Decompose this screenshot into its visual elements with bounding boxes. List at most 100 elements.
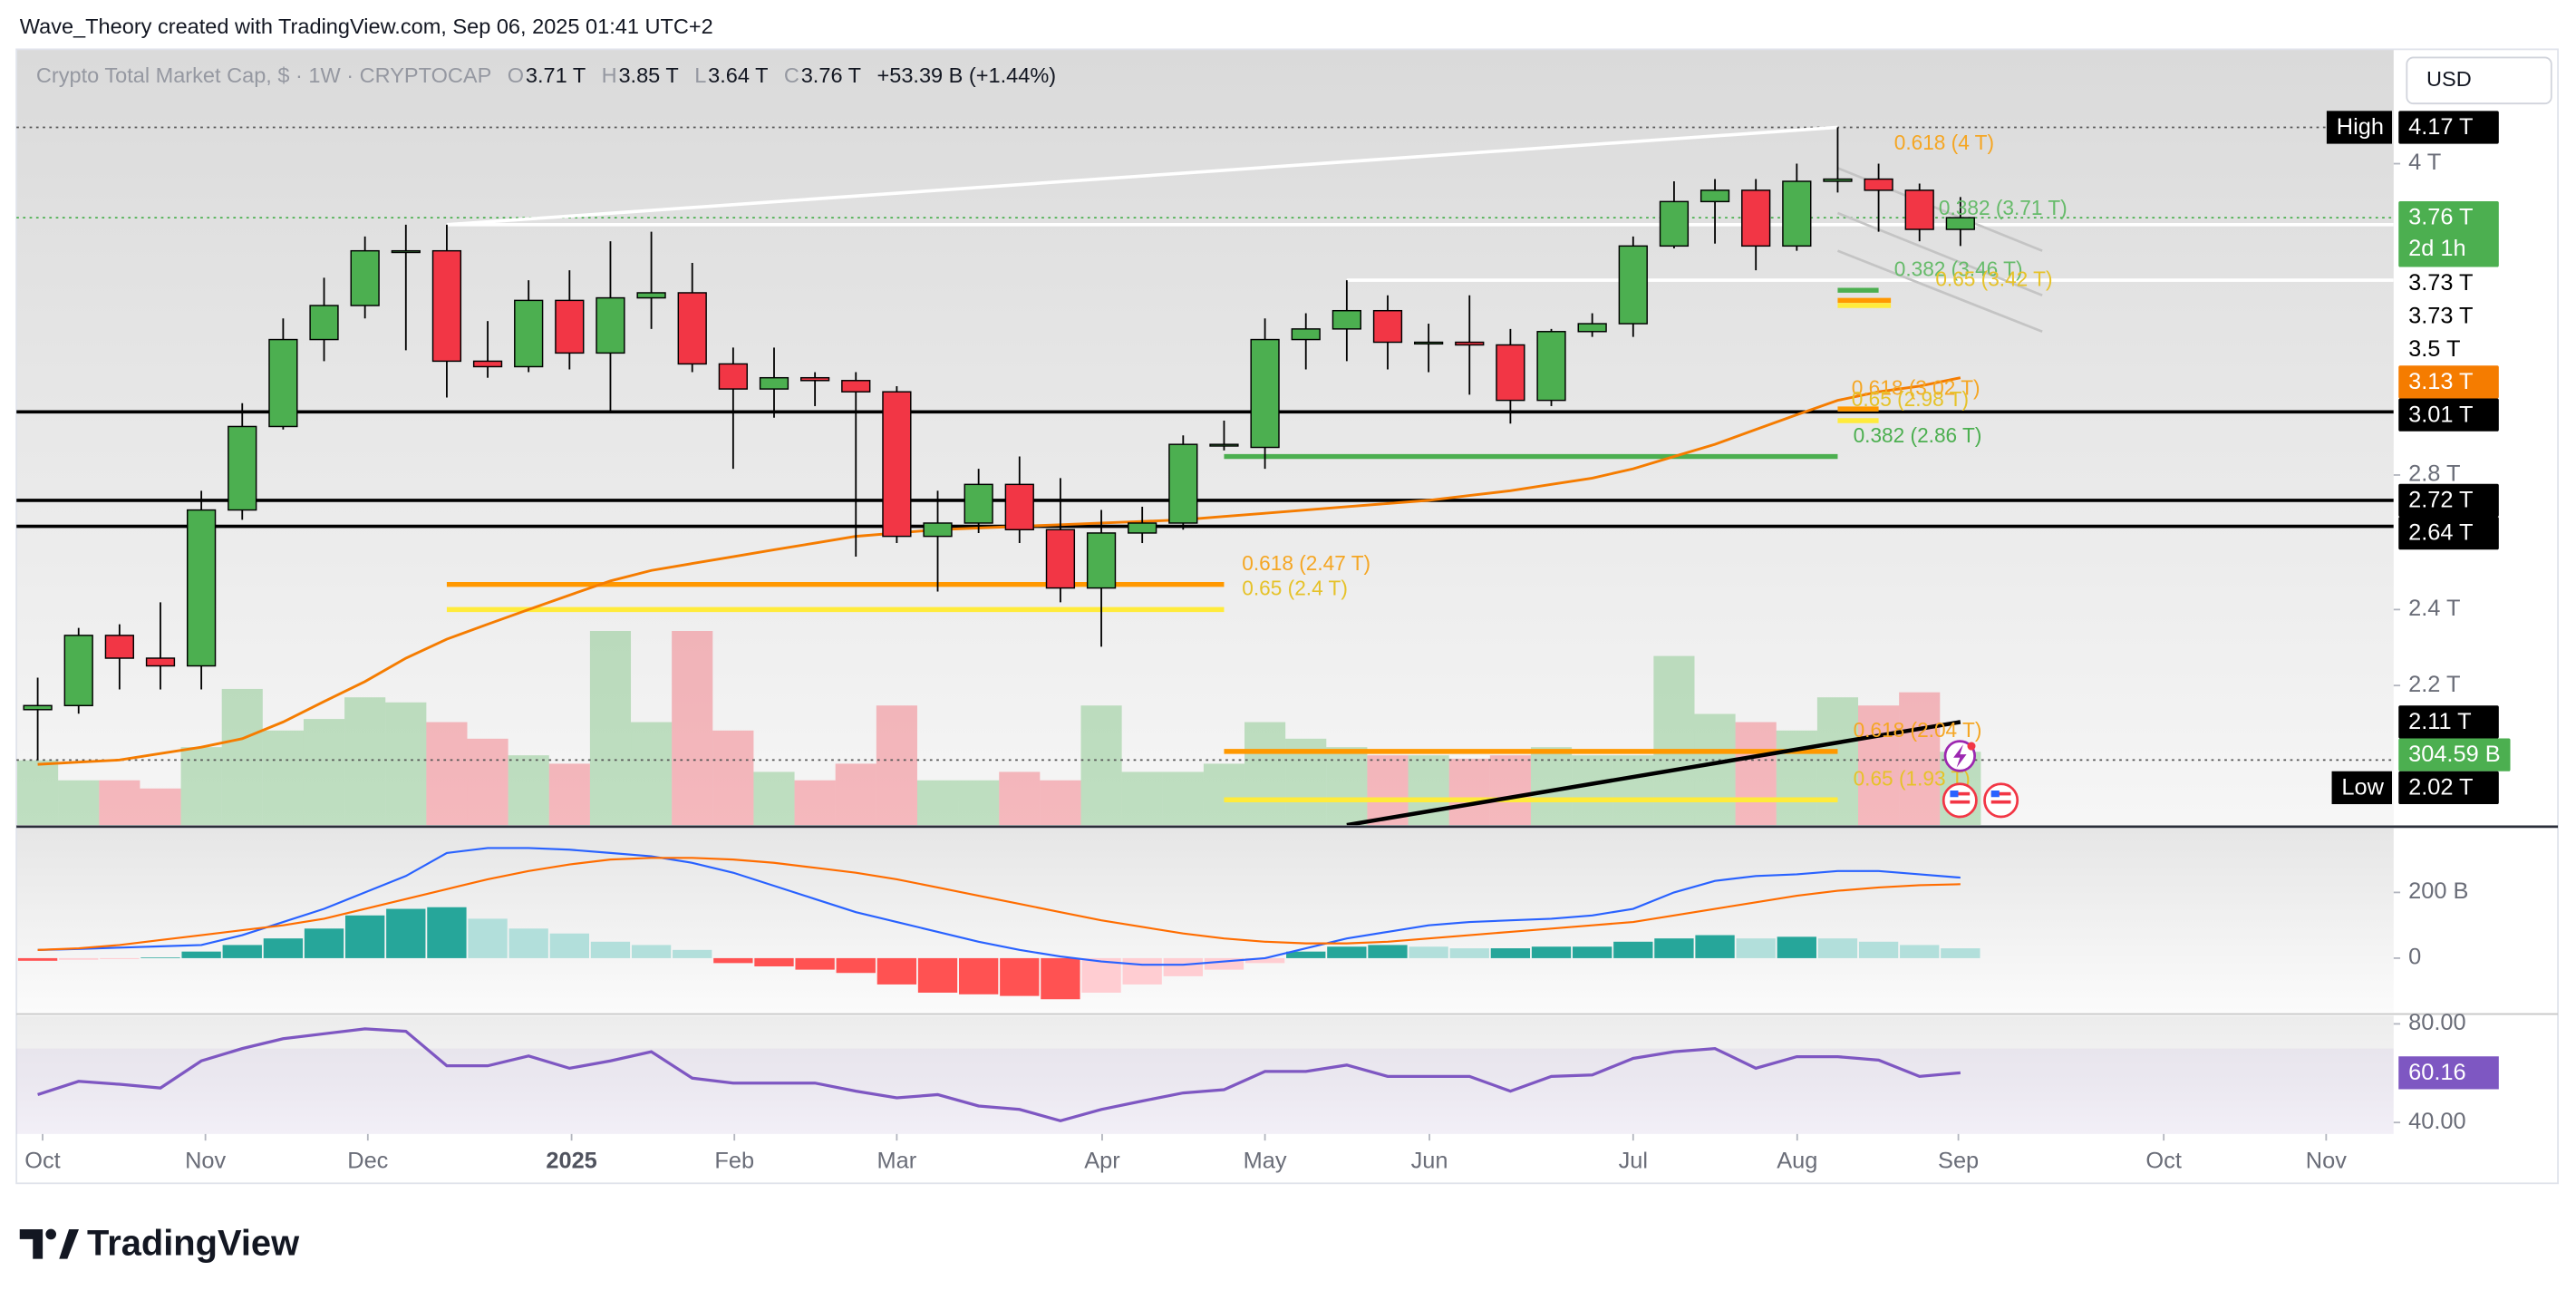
candle-body xyxy=(431,249,462,363)
macd-histogram-bar xyxy=(1286,951,1326,958)
volume-bar xyxy=(794,780,836,826)
candle-body xyxy=(1004,483,1034,530)
y-tick-label: 4 T xyxy=(2408,150,2441,175)
macd-histogram-bar xyxy=(1244,957,1285,964)
volume-bar xyxy=(958,780,1000,826)
rsi-plot xyxy=(16,1027,2394,1134)
price-label: 3.73 T xyxy=(2408,304,2473,329)
macd-histogram-bar xyxy=(1531,946,1572,958)
candle-body xyxy=(1782,180,1812,247)
chart-frame xyxy=(15,48,2559,1185)
candle-body xyxy=(391,249,421,254)
candle-body xyxy=(1864,178,1893,191)
legend: Crypto Total Market Cap, $ · 1W · CRYPTO… xyxy=(36,63,1056,87)
volume-bar xyxy=(1040,780,1081,826)
macd-histogram-bar xyxy=(549,933,589,958)
candle-body xyxy=(145,657,176,667)
trend-line xyxy=(1346,720,1961,826)
x-tick-label: Oct xyxy=(2145,1148,2181,1173)
rsi-value-label: 60.16 xyxy=(2408,1060,2465,1085)
volume-bar xyxy=(262,730,304,826)
price-label: 304.59 B xyxy=(2408,742,2501,767)
volume-bar xyxy=(1448,758,1490,826)
flag-stripe xyxy=(1950,800,1971,804)
volume-bar xyxy=(1121,771,1163,826)
y-tick-label: 80.00 xyxy=(2408,1010,2465,1035)
signal-line xyxy=(37,857,1961,951)
candle-body xyxy=(1086,532,1117,589)
candle-body xyxy=(1332,309,1361,330)
volume-bar xyxy=(631,722,673,826)
macd-histogram-bar xyxy=(1163,957,1203,976)
macd-histogram-bar xyxy=(876,957,917,985)
candle-body xyxy=(228,425,257,511)
macd-histogram-bar xyxy=(1449,948,1489,958)
volume-bar xyxy=(303,719,345,826)
price-label: 3.01 T xyxy=(2408,402,2473,427)
volume-bar xyxy=(1080,705,1122,826)
volume-bar xyxy=(221,688,263,826)
price-label: 2.11 T xyxy=(2408,709,2472,734)
price-label-box xyxy=(2398,771,2499,805)
macd-histogram-bar xyxy=(1122,957,1162,985)
volume-bar xyxy=(548,763,590,826)
candle-body xyxy=(1700,189,1730,203)
price-label: 2.02 T xyxy=(2408,775,2473,800)
price-label-box xyxy=(2398,738,2511,771)
macd-histogram-bar xyxy=(304,928,344,958)
volume-bar xyxy=(672,631,713,826)
macd-histogram-bar xyxy=(468,918,508,958)
candle-body xyxy=(309,305,339,341)
macd-histogram-bar xyxy=(958,957,999,994)
x-tick-label: Mar xyxy=(877,1148,917,1173)
axes: 4 T 2.8 T 2.4 T 2.2 T 4.17 T High 3.76 T 2d 1h 3… xyxy=(24,111,2511,1173)
volume-bar xyxy=(1489,755,1531,826)
flag-stripe xyxy=(1950,791,1971,796)
macd-histogram-bar xyxy=(222,945,262,958)
candle-body xyxy=(841,380,871,393)
currency-label[interactable]: USD xyxy=(2426,67,2472,91)
attribution: Wave_Theory created with TradingView.com… xyxy=(20,15,713,38)
volume-bar xyxy=(344,697,386,826)
macd-histogram-bar xyxy=(100,957,140,960)
candle-body xyxy=(882,391,912,538)
candle-body xyxy=(1291,328,1321,341)
volume-bar xyxy=(999,771,1041,826)
x-tick-label: Sep xyxy=(1938,1148,1979,1173)
fib-label: 0.618 (2.47 T) xyxy=(1242,551,1370,575)
fib-label: 0.382 (3.46 T) xyxy=(1894,257,2023,280)
x-tick-label: Jul xyxy=(1619,1148,1648,1173)
macd-histogram-bar xyxy=(590,941,631,958)
volume-bar xyxy=(1653,655,1695,826)
logo-mark xyxy=(19,1229,44,1259)
candle-body xyxy=(1168,443,1198,524)
x-tick-label: Nov xyxy=(185,1148,226,1173)
macd-histogram-bar xyxy=(263,938,304,958)
price-label: 3.5 T xyxy=(2408,336,2460,362)
candle-body xyxy=(636,292,666,299)
rsi-line xyxy=(37,1027,1961,1122)
candle-body xyxy=(1577,323,1607,333)
candle-body xyxy=(555,299,585,354)
currency-button[interactable] xyxy=(2406,56,2552,105)
candle-body xyxy=(799,376,830,382)
macd-histogram-bar xyxy=(1695,935,1735,958)
macd-histogram-bar xyxy=(1900,945,1940,958)
candle-body xyxy=(63,635,93,707)
price-label: 3.73 T xyxy=(2408,270,2473,296)
y-tick-label: 200 B xyxy=(2408,878,2468,904)
macd-histogram-bar xyxy=(1777,936,1816,958)
candle-body xyxy=(1045,529,1076,589)
macd-histogram-bar xyxy=(17,957,58,961)
volume-bar xyxy=(835,763,876,826)
candle-body xyxy=(1209,443,1239,447)
candle-body xyxy=(514,299,544,368)
candle-body xyxy=(268,338,298,428)
event-icons xyxy=(1942,740,2019,819)
candle-body xyxy=(1250,338,1280,449)
macd-histogram-bar xyxy=(344,915,385,958)
moving-average xyxy=(37,376,1961,766)
macd-histogram-bar xyxy=(713,957,753,964)
candle-body xyxy=(1372,309,1403,344)
